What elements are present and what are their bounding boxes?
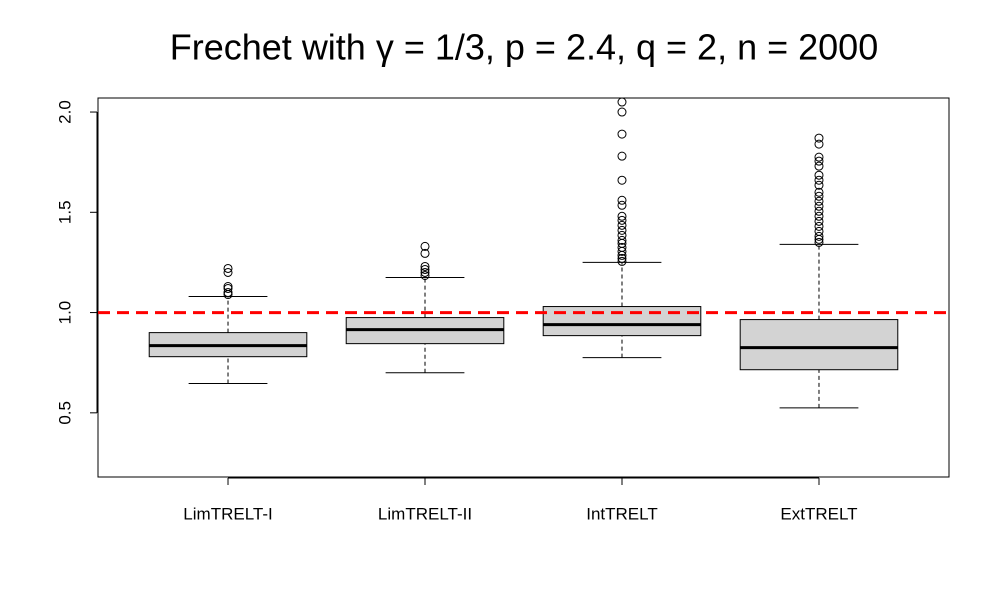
outlier [814, 234, 824, 244]
outlier [617, 200, 627, 210]
y-tick-label: 0.5 [55, 401, 74, 425]
outlier [617, 195, 627, 205]
outlier [617, 235, 627, 245]
outlier [814, 201, 824, 211]
outlier [617, 215, 627, 225]
outlier [617, 151, 627, 161]
x-tick-label: LimTRELT-I [183, 504, 272, 523]
y-tick-label: 2.0 [55, 100, 74, 124]
outlier [814, 170, 824, 180]
outlier [617, 97, 627, 107]
x-tick-label: LimTRELT-II [378, 504, 472, 523]
outlier [814, 180, 824, 190]
outlier [617, 175, 627, 185]
outlier [420, 241, 430, 251]
outlier [223, 267, 233, 277]
outlier [814, 231, 824, 241]
outlier [814, 175, 824, 185]
outlier [814, 206, 824, 216]
outlier [814, 221, 824, 231]
outlier [814, 187, 824, 197]
box [542, 306, 702, 337]
plot-frame [97, 97, 950, 478]
outlier [617, 107, 627, 117]
outlier [617, 220, 627, 230]
outlier [814, 237, 824, 247]
x-tick-label: IntTRELT [586, 504, 657, 523]
outlier [420, 261, 430, 271]
y-tick-label: 1.0 [55, 301, 74, 325]
outlier [814, 191, 824, 201]
outlier [223, 284, 233, 294]
outlier [617, 211, 627, 221]
outlier [617, 246, 627, 256]
outlier [814, 216, 824, 226]
outlier [814, 156, 824, 166]
outlier [617, 129, 627, 139]
y-tick-label: 1.5 [55, 200, 74, 224]
outlier [617, 256, 627, 266]
box [739, 319, 899, 371]
outlier [814, 211, 824, 221]
x-tick-label: ExtTRELT [780, 504, 857, 523]
outlier [223, 263, 233, 273]
outlier [814, 196, 824, 206]
outlier [814, 152, 824, 162]
outlier [420, 270, 430, 280]
outlier [420, 267, 430, 277]
outlier [617, 250, 627, 260]
chart-title: Frechet with γ = 1/3, p = 2.4, q = 2, n … [170, 27, 878, 68]
outlier [223, 290, 233, 300]
outlier [814, 161, 824, 171]
outlier [420, 248, 430, 258]
outlier [617, 225, 627, 235]
outlier [617, 253, 627, 263]
outlier [420, 264, 430, 274]
outlier [814, 133, 824, 143]
outlier [814, 139, 824, 149]
